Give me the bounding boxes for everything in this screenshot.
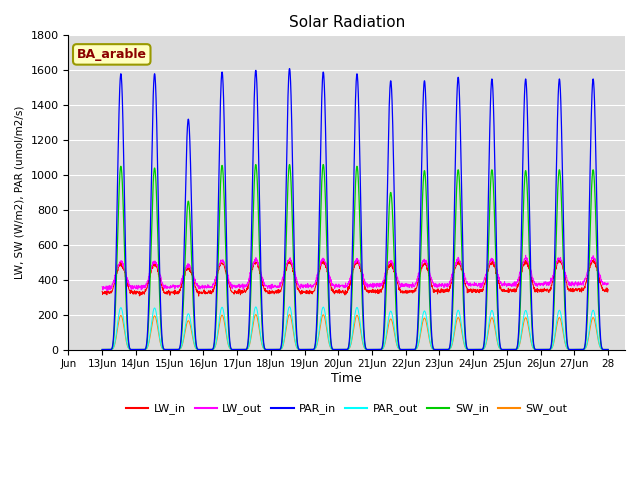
X-axis label: Time: Time xyxy=(332,372,362,385)
Title: Solar Radiation: Solar Radiation xyxy=(289,15,405,30)
Y-axis label: LW, SW (W/m2), PAR (umol/m2/s): LW, SW (W/m2), PAR (umol/m2/s) xyxy=(15,106,25,279)
Text: BA_arable: BA_arable xyxy=(77,48,147,61)
Legend: LW_in, LW_out, PAR_in, PAR_out, SW_in, SW_out: LW_in, LW_out, PAR_in, PAR_out, SW_in, S… xyxy=(122,399,572,419)
